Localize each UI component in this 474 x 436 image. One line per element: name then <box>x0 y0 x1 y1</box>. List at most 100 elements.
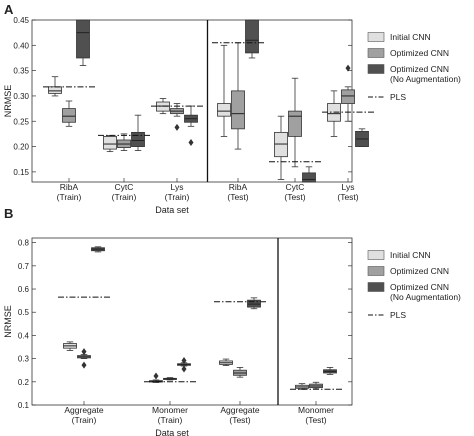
legend-entry: PLS <box>368 310 406 320</box>
x-tick-label: RibA (Train) <box>57 182 82 202</box>
panel-label: A <box>4 2 14 17</box>
y-tick-label: 0.40 <box>13 41 29 50</box>
x-tick-label-line: (Train) <box>158 415 183 425</box>
box-outlier <box>188 139 194 147</box>
box-body <box>62 108 76 123</box>
legend-label-line: Optimized CNN <box>390 48 449 58</box>
box-1 <box>231 42 245 150</box>
box-0 <box>274 115 288 180</box>
box-body <box>156 101 170 112</box>
chart-panel-B: B 0.8 0.7 0.6 0.5 0.4 0.3 0.2 0.1 NRMSE Data set Ag… <box>3 206 461 436</box>
legend-entry: Initial CNN <box>367 32 431 42</box>
x-tick-label: RibA (Test) <box>227 182 248 202</box>
box-1 <box>62 100 76 127</box>
x-tick-label-line: Monomer <box>152 405 188 415</box>
box-2 <box>131 114 145 152</box>
box-group: RibA (Test) <box>212 19 264 202</box>
box-group: Lys (Test) <box>322 64 374 202</box>
legend-entry: Optimized CNN <box>367 48 449 58</box>
x-tick-label: Monomer (Train) <box>152 405 188 425</box>
legend-label: Optimized CNN <box>390 48 449 58</box>
legend-label-line: (No Augmentation) <box>390 74 461 84</box>
y-tick-label: 0.35 <box>13 67 29 76</box>
x-tick-label-line: CytC <box>115 182 134 192</box>
x-tick-label-line: Aggregate <box>220 405 259 415</box>
legend-label-line: Initial CNN <box>390 250 431 260</box>
legend-entry: PLS <box>368 92 406 102</box>
y-tick-label: 0.25 <box>13 117 29 126</box>
legend-label: PLS <box>390 92 406 102</box>
x-tick-label-line: (Test) <box>284 192 305 202</box>
legend-swatch <box>367 32 385 42</box>
x-tick-label: Lys (Train) <box>165 182 190 202</box>
legend-label: Optimized CNN (No Augmentation) <box>390 64 461 84</box>
box-body <box>245 19 259 54</box>
box-0 <box>103 135 117 153</box>
x-tick-label-line: Aggregate <box>64 405 103 415</box>
box-2 <box>323 367 337 375</box>
x-tick-label-line: (Test) <box>229 415 250 425</box>
y-tick-label: 0.8 <box>18 239 30 248</box>
legend-swatch <box>367 48 385 58</box>
x-tick-label: CytC (Test) <box>284 182 305 202</box>
box-0 <box>48 76 62 97</box>
box-2 <box>91 246 105 253</box>
x-tick-label: Lys (Test) <box>337 182 358 202</box>
box-1 <box>163 377 177 381</box>
legend-label-line: PLS <box>390 92 406 102</box>
legend-label: PLS <box>390 310 406 320</box>
box-0 <box>327 90 341 137</box>
box-outlier <box>181 365 187 373</box>
legend-label-line: PLS <box>390 310 406 320</box>
box-outlier <box>181 356 187 364</box>
box-0 <box>295 383 309 390</box>
box-2 <box>355 128 369 147</box>
legend-label-line: Optimized CNN <box>390 282 449 292</box>
x-tick-label-line: (Train) <box>57 192 82 202</box>
x-tick-label: CytC (Train) <box>112 182 137 202</box>
x-tick-label-line: RibA <box>60 182 79 192</box>
box-group: CytC (Test) <box>269 77 321 202</box>
legend-label: Initial CNN <box>390 250 431 260</box>
x-tick-label-line: Monomer <box>298 405 334 415</box>
y-tick-label: 0.15 <box>13 168 29 177</box>
x-axis-label: Data set <box>155 205 189 215</box>
box-0 <box>219 358 233 366</box>
box-body <box>131 131 145 147</box>
x-tick-label-line: Lys <box>171 182 184 192</box>
x-tick-label: Monomer (Test) <box>298 405 334 425</box>
legend-label-line: Optimized CNN <box>390 64 449 74</box>
box-body <box>341 89 355 104</box>
legend-label-line: Initial CNN <box>390 32 431 42</box>
box-2 <box>245 19 259 59</box>
box-0 <box>217 44 231 137</box>
legend-swatch <box>367 282 385 292</box>
y-tick-label: 0.4 <box>18 331 30 340</box>
legend-label-line: (No Augmentation) <box>390 292 461 302</box>
x-tick-label-line: (Test) <box>305 415 326 425</box>
box-body <box>48 86 62 94</box>
legend-entry: Optimized CNN (No Augmentation) <box>367 64 461 84</box>
x-tick-label-line: (Train) <box>165 192 190 202</box>
box-body <box>288 110 302 137</box>
legend-label: Initial CNN <box>390 32 431 42</box>
box-body <box>302 172 316 183</box>
box-outlier <box>174 123 180 131</box>
box-body <box>76 19 90 59</box>
box-outlier <box>81 361 87 369</box>
chart-panel-A: A0.45 0.40 0.35 0.30 0.25 0.20 0.15 NRMSE Data s… <box>3 2 461 215</box>
y-tick-label: 0.3 <box>18 355 30 364</box>
x-tick-label: Aggregate (Train) <box>64 405 103 425</box>
y-tick-label: 0.1 <box>18 401 30 410</box>
legend-entry: Optimized CNN <box>367 266 449 276</box>
y-tick-label: 0.2 <box>18 378 30 387</box>
y-tick-label: 0.5 <box>18 308 30 317</box>
box-body <box>231 90 245 130</box>
x-tick-label-line: (Test) <box>227 192 248 202</box>
y-tick-label: 0.30 <box>13 92 29 101</box>
box-group: Aggregate (Test) <box>214 297 266 425</box>
legend-entry: Optimized CNN (No Augmentation) <box>367 282 461 302</box>
box-2 <box>177 356 191 373</box>
